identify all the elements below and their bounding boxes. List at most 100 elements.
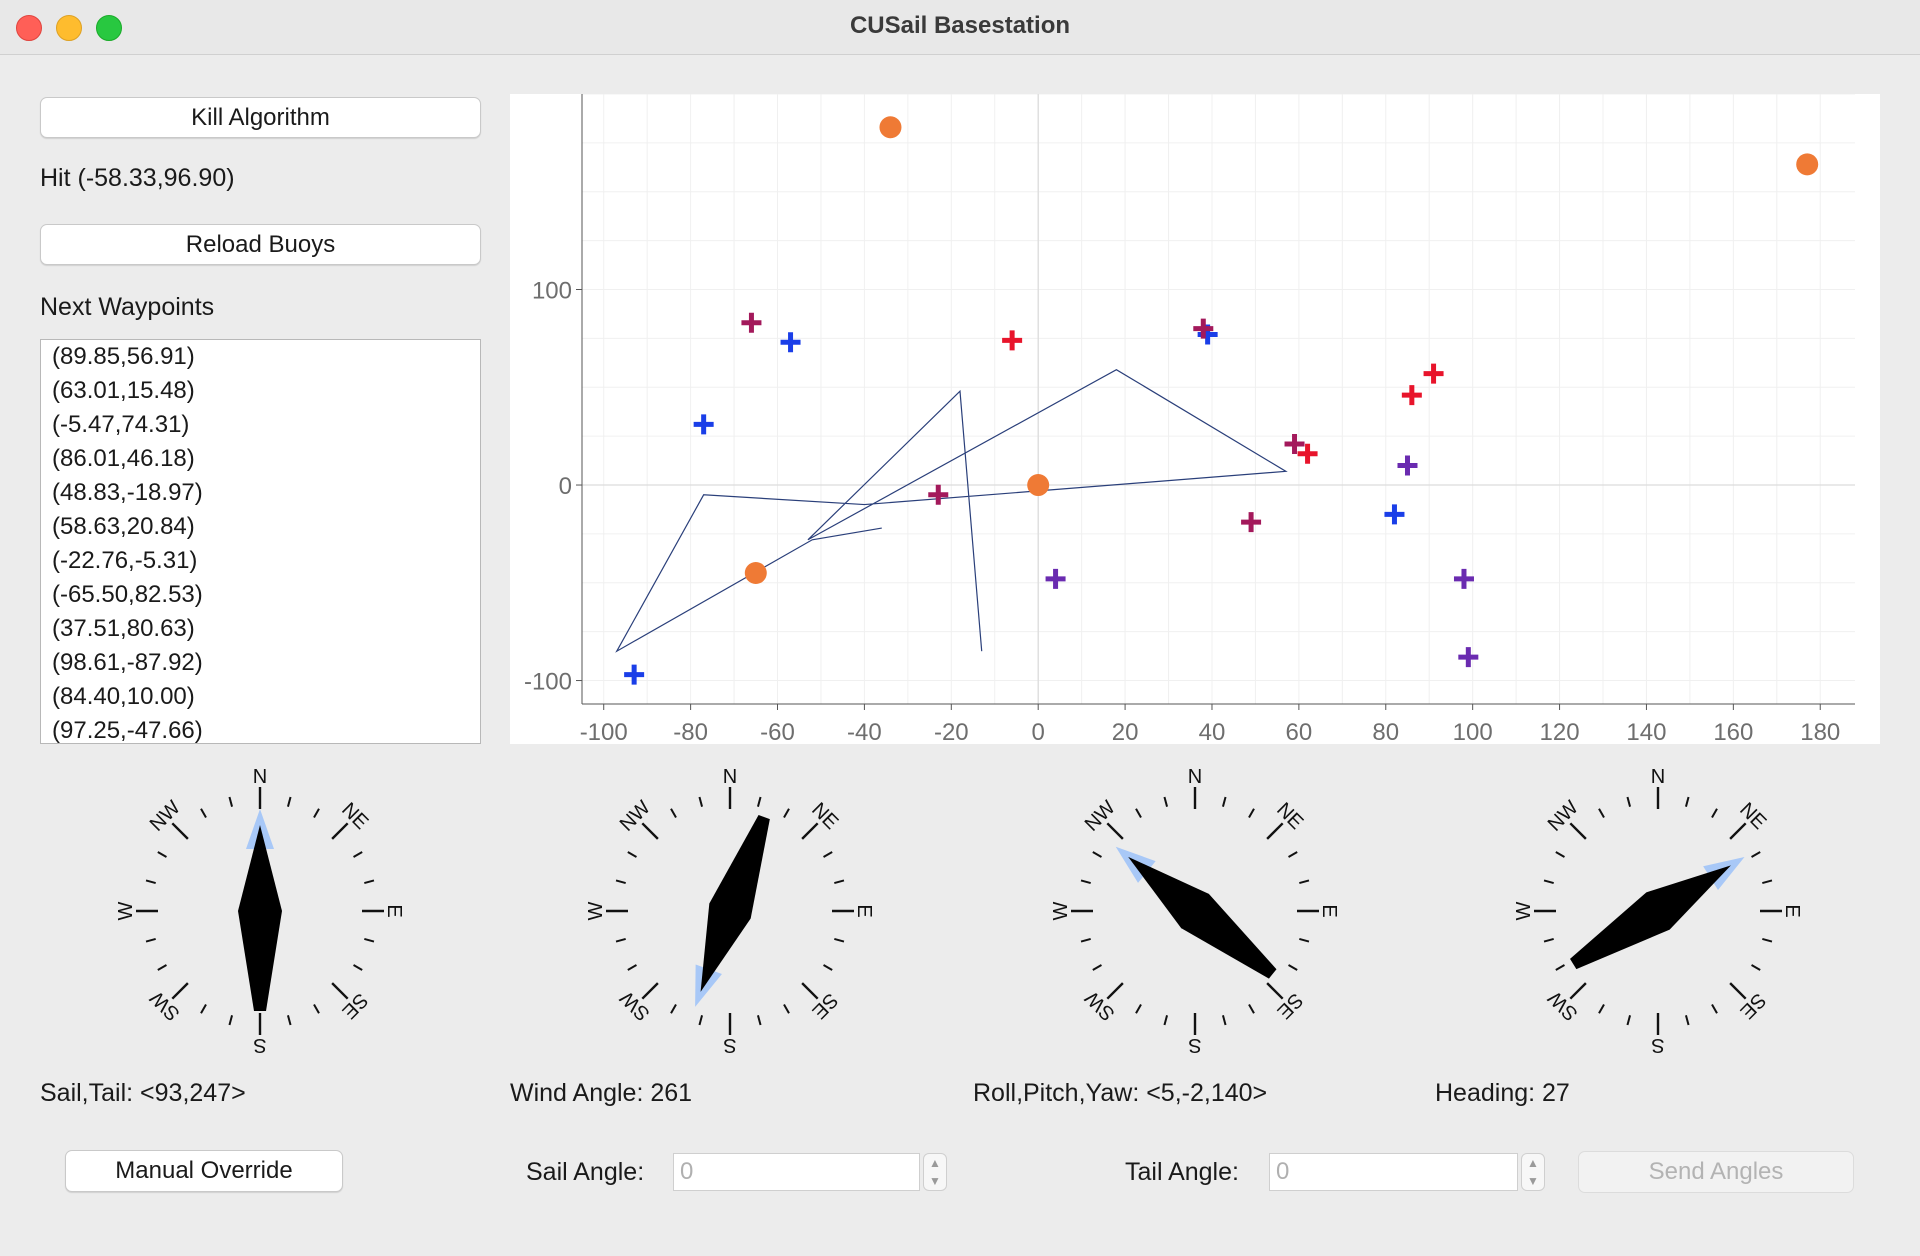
y-tick-label: 100 — [532, 278, 572, 305]
x-tick-label: 80 — [1372, 719, 1399, 744]
buoy-point — [879, 116, 902, 139]
compass-direction-label: N — [253, 766, 267, 788]
compass-major-tick — [801, 982, 819, 1000]
compass-major-tick — [1569, 822, 1587, 840]
waypoint-item[interactable]: (-22.76,-5.31) — [52, 547, 198, 574]
compass-tick — [1555, 964, 1565, 971]
waypoints-list[interactable]: (89.85,56.91) (63.01,15.48) (-5.47,74.31) (… — [40, 339, 481, 744]
compass-tick — [228, 1015, 234, 1026]
compass-direction-label: W — [115, 901, 137, 920]
waypoint-marker — [1284, 433, 1305, 454]
waypoint-item[interactable]: (-65.50,82.53) — [52, 581, 203, 608]
minimize-window-button[interactable] — [56, 15, 82, 41]
waypoint-item[interactable]: (97.25,-47.66) — [52, 717, 203, 744]
compass-direction-label: W — [1513, 901, 1535, 920]
compass-tick — [200, 1004, 207, 1014]
compass-tick — [1626, 796, 1632, 807]
boat-track — [615, 368, 1288, 653]
maximize-window-button[interactable] — [96, 15, 122, 41]
sail-angle-input[interactable]: 0 — [673, 1153, 920, 1191]
compass-tick — [1163, 796, 1169, 807]
compass-tick — [1626, 1015, 1632, 1026]
sail-angle-stepper[interactable]: ▲ ▼ — [923, 1153, 947, 1191]
compass-tick — [823, 851, 833, 858]
compass-tick — [157, 964, 167, 971]
send-angles-button[interactable]: Send Angles — [1578, 1151, 1854, 1193]
compass-tick — [1288, 964, 1298, 971]
compass-tick — [1288, 851, 1298, 858]
compass-direction-label: N — [1651, 766, 1665, 788]
compass-tick — [1092, 851, 1102, 858]
waypoint-marker — [928, 484, 949, 505]
compass-tick — [627, 964, 637, 971]
y-tick-label: -100 — [524, 669, 572, 696]
waypoint-item[interactable]: (86.01,46.18) — [52, 445, 195, 472]
buoy-point — [1027, 474, 1050, 497]
x-tick-label: 0 — [1032, 719, 1045, 744]
compass-tick — [823, 964, 833, 971]
waypoint-marker — [1453, 568, 1474, 589]
waypoint-item[interactable]: (63.01,15.48) — [52, 377, 195, 404]
waypoint-item[interactable]: (48.83,-18.97) — [52, 479, 203, 506]
compass-tick — [1299, 879, 1310, 885]
x-tick-label: -20 — [934, 719, 969, 744]
compass-major-tick — [171, 822, 189, 840]
compass-major-tick — [331, 822, 349, 840]
compass-tick — [615, 937, 626, 943]
buoy-point — [744, 562, 767, 585]
waypoint-marker — [1241, 512, 1262, 533]
compass-needle — [238, 809, 282, 1011]
waypoint-item[interactable]: (-5.47,74.31) — [52, 411, 190, 438]
hit-status: Hit (-58.33,96.90) — [40, 164, 235, 192]
waypoint-item[interactable]: (89.85,56.91) — [52, 343, 195, 370]
compass-tick — [364, 879, 375, 885]
x-tick-label: 40 — [1199, 719, 1226, 744]
compass-needle — [1570, 856, 1745, 970]
waypoint-marker — [1401, 385, 1422, 406]
compass-major-tick — [1729, 982, 1747, 1000]
compass-major-tick — [1266, 982, 1284, 1000]
close-window-button[interactable] — [16, 15, 42, 41]
compass-tick — [1751, 851, 1761, 858]
compass-tick — [286, 1015, 292, 1026]
manual-override-button[interactable]: Manual Override — [65, 1150, 343, 1192]
waypoint-marker — [1297, 443, 1318, 464]
compass-needle — [695, 814, 770, 1007]
needle-body — [238, 825, 282, 1011]
waypoint-marker — [1458, 647, 1479, 668]
compass-direction-label: E — [853, 904, 875, 917]
waypoint-marker — [1384, 504, 1405, 525]
waypoint-item[interactable]: (84.40,10.00) — [52, 683, 195, 710]
tail-angle-input[interactable]: 0 — [1269, 1153, 1518, 1191]
waypoint-item[interactable]: (98.61,-87.92) — [52, 649, 203, 676]
compass-tick — [1135, 1004, 1142, 1014]
compass-direction-label: S — [1188, 1034, 1201, 1056]
compass-tick — [1248, 808, 1255, 818]
compass-tick — [157, 851, 167, 858]
waypoint-item[interactable]: (37.51,80.63) — [52, 615, 195, 642]
reload-buoys-button[interactable]: Reload Buoys — [40, 224, 481, 265]
compass-tick — [615, 879, 626, 885]
sail-angle-label: Sail Angle: — [526, 1158, 645, 1186]
kill-algorithm-button[interactable]: Kill Algorithm — [40, 97, 481, 138]
window-title: CUSail Basestation — [849, 12, 1071, 39]
waypoint-item[interactable]: (58.63,20.84) — [52, 513, 195, 540]
compass-tick — [1221, 1015, 1227, 1026]
x-tick-label: -60 — [760, 719, 795, 744]
compass-dial: N NE E SE S SW W NW — [1045, 761, 1345, 1061]
compass-tick — [1543, 937, 1554, 943]
map-plot: -100 -80 -60 -40 -20 0 20 40 60 80 100 120 140 160 180… — [510, 93, 1880, 746]
compass-caption: Wind Angle: 261 — [510, 1079, 693, 1107]
tail-angle-stepper[interactable]: ▲ ▼ — [1521, 1153, 1545, 1191]
compass-tick — [313, 1004, 320, 1014]
compass-direction-label: S — [723, 1034, 736, 1056]
x-tick-label: 180 — [1800, 719, 1840, 744]
compass-tick — [1598, 1004, 1605, 1014]
waypoint-marker — [741, 312, 762, 333]
compass-tick — [1248, 1004, 1255, 1014]
compass-major-tick — [1729, 822, 1747, 840]
waypoint-marker — [1423, 363, 1444, 384]
compass-tick — [1163, 1015, 1169, 1026]
